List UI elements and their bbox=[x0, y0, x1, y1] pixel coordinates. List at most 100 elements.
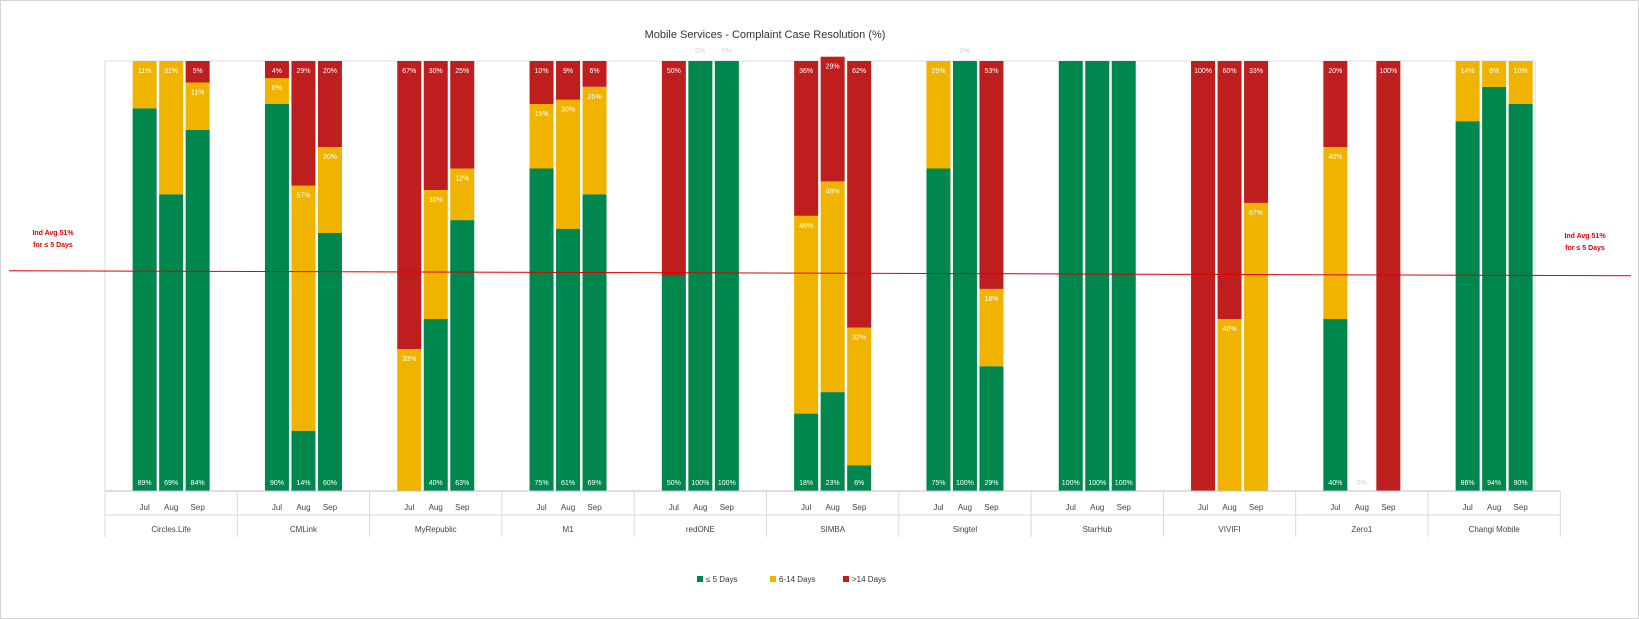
month-tick-label-0-1: Aug bbox=[164, 503, 178, 512]
bar-segment-d614-5-0 bbox=[794, 215, 819, 414]
legend-swatch-le5 bbox=[697, 576, 703, 582]
month-tick-label-5-0: Jul bbox=[801, 503, 811, 512]
data-label-le5-2-1: 40% bbox=[429, 480, 443, 487]
bar-segment-gt14-2-0 bbox=[397, 61, 422, 350]
bar-segment-d614-3-0 bbox=[529, 104, 554, 169]
bar-segment-le5-6-0 bbox=[926, 168, 951, 491]
bar-segment-gt14-3-0 bbox=[529, 61, 554, 104]
data-label-d614-0-0: 11% bbox=[138, 68, 152, 75]
reference-label-right-0: Ind Avg 51% bbox=[1564, 233, 1606, 240]
data-label-gt14-9-2: 100% bbox=[1379, 68, 1397, 75]
bar-segment-le5-6-1 bbox=[952, 61, 977, 491]
bar-segment-d614-0-2 bbox=[185, 82, 210, 130]
data-label-d614-2-2: 12% bbox=[455, 176, 469, 183]
data-label-le5-6-2: 29% bbox=[984, 480, 998, 487]
bar-segment-le5-3-2 bbox=[582, 194, 607, 492]
data-label-gt14-1-0: 4% bbox=[272, 68, 282, 75]
month-tick-label-2-0: Jul bbox=[404, 503, 414, 512]
month-tick-label-8-2: Sep bbox=[1249, 503, 1264, 512]
legend-label-gt14: >14 Days bbox=[852, 575, 886, 584]
bar-segment-gt14-8-2 bbox=[1244, 61, 1269, 203]
bar-segment-le5-4-1 bbox=[688, 61, 713, 491]
bar-segment-d614-2-1 bbox=[423, 190, 448, 319]
bar-segment-le5-10-1 bbox=[1482, 86, 1507, 492]
data-label-d614-10-1: 6% bbox=[1489, 68, 1499, 75]
bar-segment-gt14-1-1 bbox=[291, 61, 316, 186]
data-label-d614-3-2: 25% bbox=[588, 94, 602, 101]
bar-segment-d614-6-2 bbox=[979, 288, 1004, 367]
data-label-gt14-3-1: 9% bbox=[563, 68, 573, 75]
bar-segment-le5-1-2 bbox=[317, 233, 342, 491]
bar-segment-d614-2-0 bbox=[397, 349, 422, 491]
bar-segment-gt14-3-1 bbox=[556, 61, 581, 100]
bar-segment-le5-7-0 bbox=[1058, 61, 1083, 491]
bar-segment-le5-10-0 bbox=[1455, 121, 1480, 491]
month-tick-label-3-1: Aug bbox=[561, 503, 575, 512]
data-label-gt14-8-2: 33% bbox=[1249, 68, 1263, 75]
bar-segment-d614-6-0 bbox=[926, 61, 951, 169]
month-tick-label-6-1: Aug bbox=[958, 503, 972, 512]
bar-segment-d614-0-0 bbox=[132, 61, 157, 109]
month-tick-label-4-2: Sep bbox=[720, 503, 735, 512]
data-label-le5-5-2: 6% bbox=[854, 480, 864, 487]
bar-segment-gt14-1-2 bbox=[317, 61, 342, 147]
month-tick-label-10-1: Aug bbox=[1487, 503, 1501, 512]
data-label-d614-3-0: 15% bbox=[535, 111, 549, 118]
bar-segment-d614-10-0 bbox=[1455, 61, 1480, 122]
month-tick-label-9-2: Sep bbox=[1381, 503, 1396, 512]
data-label-le5-4-1: 100% bbox=[691, 480, 709, 487]
month-tick-label-1-0: Jul bbox=[272, 503, 282, 512]
month-tick-label-2-2: Sep bbox=[455, 503, 470, 512]
month-tick-label-6-2: Sep bbox=[984, 503, 999, 512]
bar-segment-gt14-9-0 bbox=[1323, 61, 1348, 147]
month-tick-label-3-2: Sep bbox=[587, 503, 602, 512]
group-label-1: CMLink bbox=[290, 525, 318, 534]
group-label-2: MyRepublic bbox=[415, 525, 457, 534]
bar-segment-le5-0-0 bbox=[132, 108, 157, 492]
legend-swatch-d614 bbox=[770, 576, 776, 582]
bar-segment-gt14-6-2 bbox=[979, 61, 1004, 289]
bar-segment-d614-1-0 bbox=[264, 78, 289, 104]
data-label-gt14-1-1: 29% bbox=[296, 68, 310, 75]
legend-swatch-gt14 bbox=[843, 576, 849, 582]
data-label-d614-5-0: 46% bbox=[799, 223, 813, 230]
bar-segment-le5-5-2 bbox=[847, 465, 872, 491]
data-label-top-4-1: 0% bbox=[695, 48, 705, 55]
bar-segment-gt14-8-0 bbox=[1191, 61, 1216, 491]
bar-segment-le5-4-2 bbox=[714, 61, 739, 491]
data-label-le5-5-0: 18% bbox=[799, 480, 813, 487]
data-label-gt14-5-1: 29% bbox=[826, 64, 840, 71]
month-tick-label-4-1: Aug bbox=[693, 503, 707, 512]
data-label-le5-10-1: 94% bbox=[1487, 480, 1501, 487]
month-tick-label-6-0: Jul bbox=[933, 503, 943, 512]
reference-label-right-1: for ≤ 5 Days bbox=[1565, 245, 1605, 252]
bar-segment-d614-3-1 bbox=[556, 99, 581, 229]
data-label-d614-0-1: 31% bbox=[164, 68, 178, 75]
data-label-gt14-8-1: 60% bbox=[1223, 68, 1237, 75]
bar-segment-gt14-9-2 bbox=[1376, 61, 1401, 491]
data-label-le5-3-2: 69% bbox=[588, 480, 602, 487]
bar-segment-gt14-2-1 bbox=[423, 61, 448, 190]
bar-segment-le5-7-2 bbox=[1111, 61, 1136, 491]
data-label-le5-5-1: 23% bbox=[826, 480, 840, 487]
data-label-d614-8-1: 40% bbox=[1223, 326, 1237, 333]
group-label-0: Circles.Life bbox=[151, 525, 191, 534]
bar-segment-d614-8-1 bbox=[1217, 319, 1242, 491]
bar-segment-gt14-3-2 bbox=[582, 61, 607, 87]
data-label-empty-9-1: 0% bbox=[1357, 480, 1367, 487]
data-label-gt14-2-2: 25% bbox=[455, 68, 469, 75]
bar-segment-le5-5-1 bbox=[820, 392, 845, 491]
bar-segment-le5-0-2 bbox=[185, 129, 210, 492]
bars-layer: 89% 11% 69% 31% 84% 11% 5% 90% 6% 4% 14% 57% 29% 60% 2… bbox=[132, 48, 1533, 492]
data-label-le5-2-2: 63% bbox=[455, 480, 469, 487]
bar-segment-le5-1-0 bbox=[264, 104, 289, 491]
legend-label-le5: ≤ 5 Days bbox=[706, 575, 738, 584]
bar-segment-d614-5-2 bbox=[847, 327, 872, 466]
bar-segment-le5-9-0 bbox=[1323, 319, 1348, 491]
bar-segment-le5-3-0 bbox=[529, 168, 554, 491]
bar-segment-d614-1-1 bbox=[291, 185, 316, 431]
data-label-gt14-3-2: 6% bbox=[589, 68, 599, 75]
data-label-d614-2-0: 33% bbox=[402, 356, 416, 363]
data-label-gt14-5-0: 36% bbox=[799, 68, 813, 75]
bar-segment-gt14-5-0 bbox=[794, 61, 819, 216]
